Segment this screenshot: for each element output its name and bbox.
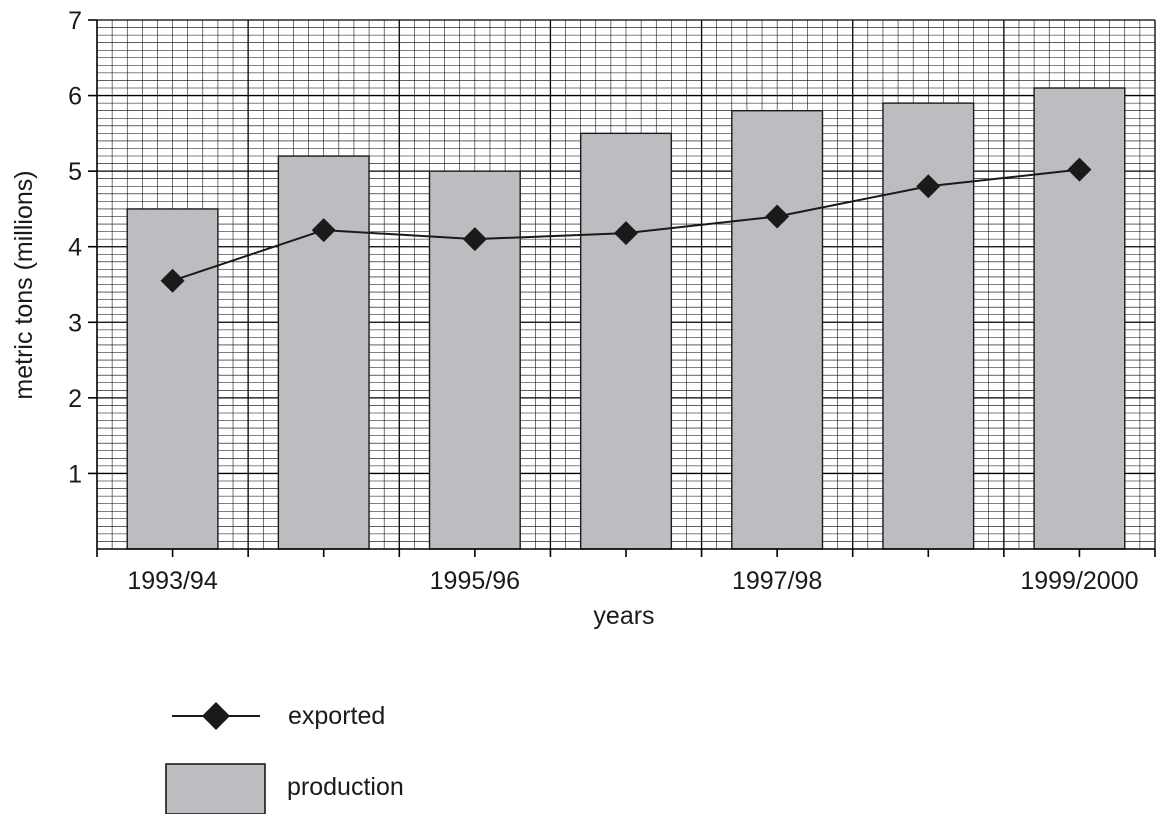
exported-marker [462,227,487,252]
bar-production [731,109,824,550]
x-tick-label: 1995/96 [430,567,520,595]
x-tick-label: 1999/2000 [1020,567,1138,595]
x-axis-title: years [593,602,654,630]
legend-exported-label: exported [288,702,385,730]
y-tick-label: 5 [68,158,82,186]
legend-production-swatch [165,763,266,814]
exported-line [160,157,1092,293]
legend-exported-marker [202,702,230,730]
production-bars [126,87,1126,550]
y-tick-label: 3 [68,309,82,337]
bar-production [579,132,673,550]
x-tick-label: 1997/98 [732,567,822,595]
y-tick-label: 4 [68,234,82,262]
bar-production [126,208,219,550]
bar-production [882,102,975,550]
legend: exported production [165,702,404,814]
y-tick-label: 2 [68,385,82,413]
exported-marker [1067,157,1092,182]
exported-marker [311,218,336,243]
exported-marker [160,268,185,293]
exported-marker [916,174,941,199]
ticks: 1993/94 1995/96 1997/98 1999/2000 1 2 3 4 5 6 7 [68,7,1156,595]
y-tick-label: 6 [68,83,82,111]
bar-production [1033,87,1126,550]
y-axis-title: metric tons (millions) [10,170,38,399]
exported-marker [765,204,790,229]
legend-production-label: production [287,773,404,801]
exported-marker [614,221,638,246]
y-tick-label: 7 [68,7,82,35]
y-tick-label: 1 [68,460,82,488]
bar-production [277,155,370,550]
x-tick-label: 1993/94 [127,567,217,595]
